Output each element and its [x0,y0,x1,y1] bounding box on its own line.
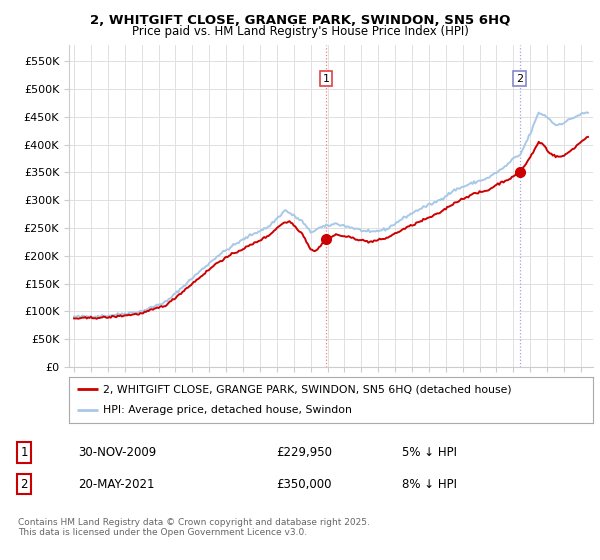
Text: £229,950: £229,950 [276,446,332,459]
Text: £350,000: £350,000 [276,478,331,491]
Text: 5% ↓ HPI: 5% ↓ HPI [402,446,457,459]
Text: 20-MAY-2021: 20-MAY-2021 [78,478,155,491]
Text: Contains HM Land Registry data © Crown copyright and database right 2025.
This d: Contains HM Land Registry data © Crown c… [18,518,370,538]
Text: 30-NOV-2009: 30-NOV-2009 [78,446,156,459]
Text: 2, WHITGIFT CLOSE, GRANGE PARK, SWINDON, SN5 6HQ (detached house): 2, WHITGIFT CLOSE, GRANGE PARK, SWINDON,… [103,384,512,394]
Text: 1: 1 [323,74,329,83]
Text: 8% ↓ HPI: 8% ↓ HPI [402,478,457,491]
Text: HPI: Average price, detached house, Swindon: HPI: Average price, detached house, Swin… [103,405,352,416]
Text: Price paid vs. HM Land Registry's House Price Index (HPI): Price paid vs. HM Land Registry's House … [131,25,469,38]
Text: 2, WHITGIFT CLOSE, GRANGE PARK, SWINDON, SN5 6HQ: 2, WHITGIFT CLOSE, GRANGE PARK, SWINDON,… [90,14,510,27]
Text: 2: 2 [516,74,523,83]
Text: 2: 2 [20,478,28,491]
Text: 1: 1 [20,446,28,459]
